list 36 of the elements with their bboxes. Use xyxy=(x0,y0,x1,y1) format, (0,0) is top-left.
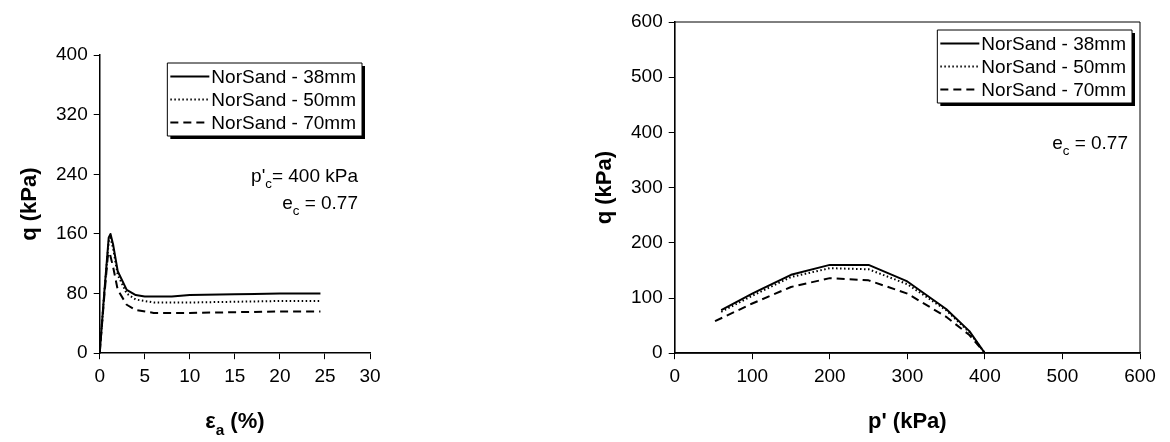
y-axis-title: q (kPa) xyxy=(16,167,41,241)
x-tick-label: 300 xyxy=(891,364,924,386)
x-tick-label: 0 xyxy=(94,364,105,386)
x-tick-label: 100 xyxy=(736,364,769,386)
x-tick-label: 600 xyxy=(1124,364,1156,386)
x-tick-label: 10 xyxy=(179,364,201,386)
y-tick-label: 160 xyxy=(56,222,88,244)
legend-label: NorSand - 70mm xyxy=(981,78,1127,100)
y-tick-label: 0 xyxy=(77,341,88,363)
y-tick-label: 300 xyxy=(631,175,663,197)
x-tick-label: 400 xyxy=(969,364,1001,386)
legend-label: NorSand - 38mm xyxy=(981,32,1127,54)
y-axis-title: q (kPa) xyxy=(591,150,616,225)
x-tick-label: 0 xyxy=(669,364,680,386)
x-tick-label: 25 xyxy=(314,364,336,386)
x-tick-label: 500 xyxy=(1046,364,1079,386)
x-tick-label: 30 xyxy=(359,364,381,386)
legend-label: NorSand - 50mm xyxy=(211,88,357,110)
x-tick-label: 15 xyxy=(224,364,246,386)
y-tick-label: 400 xyxy=(631,120,663,142)
y-tick-label: 240 xyxy=(56,162,88,184)
y-tick-label: 400 xyxy=(56,43,88,65)
y-tick-label: 600 xyxy=(631,10,663,32)
y-tick-label: 0 xyxy=(652,341,663,363)
y-tick-label: 500 xyxy=(631,65,663,87)
x-tick-label: 200 xyxy=(813,364,846,386)
x-axis-title: p' (kPa) xyxy=(868,408,947,433)
legend-label: NorSand - 38mm xyxy=(211,65,357,87)
y-tick-label: 100 xyxy=(631,286,663,308)
legend-label: NorSand - 70mm xyxy=(211,111,357,133)
x-tick-label: 5 xyxy=(139,364,151,386)
y-tick-label: 80 xyxy=(66,281,88,303)
legend-label: NorSand - 50mm xyxy=(981,55,1127,77)
y-tick-label: 320 xyxy=(56,102,88,124)
x-tick-label: 20 xyxy=(269,364,291,386)
y-tick-label: 200 xyxy=(631,231,663,253)
